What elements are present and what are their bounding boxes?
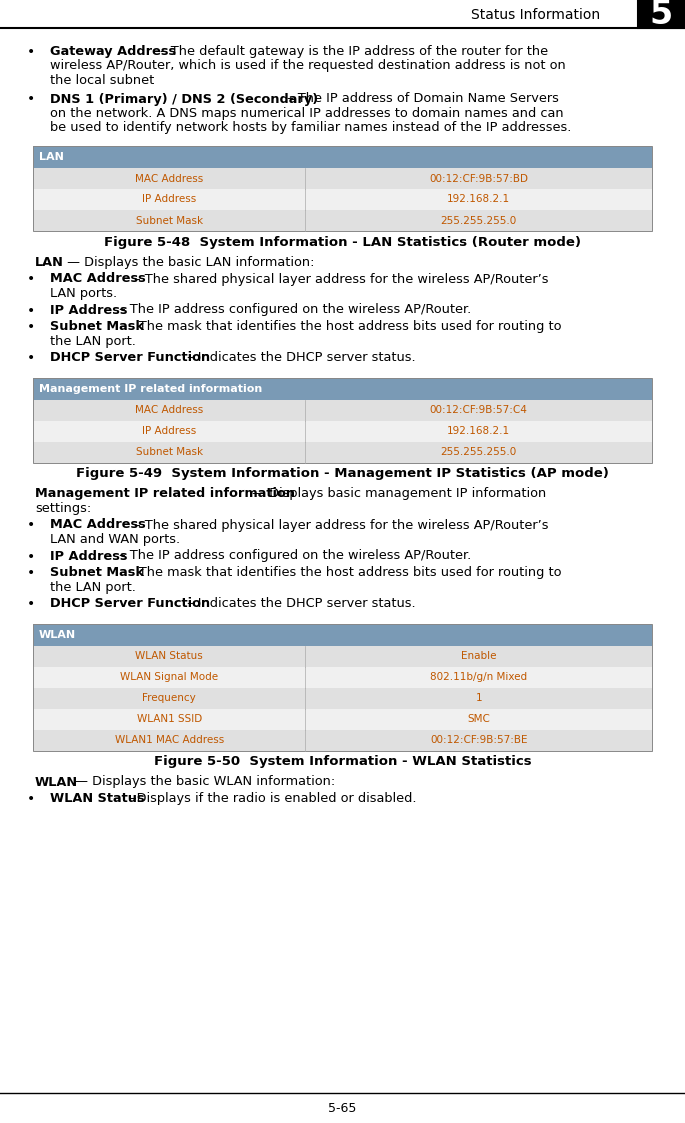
Text: •: • [27,566,35,579]
Text: 00:12:CF:9B:57:BD: 00:12:CF:9B:57:BD [429,173,528,183]
Text: the LAN port.: the LAN port. [50,335,136,347]
Text: settings:: settings: [35,502,91,515]
Bar [33,377,652,400]
Text: 192.168.2.1: 192.168.2.1 [447,426,510,436]
Bar [638,0,685,28]
Bar [33,666,652,687]
Text: the LAN port.: the LAN port. [50,581,136,593]
Text: Figure 5-50  System Information - WLAN Statistics: Figure 5-50 System Information - WLAN St… [153,756,532,768]
Text: wireless AP/Router, which is used if the requested destination address is not on: wireless AP/Router, which is used if the… [50,60,566,73]
Text: – The mask that identifies the host address bits used for routing to: – The mask that identifies the host addr… [124,566,562,579]
Text: Enable: Enable [461,651,497,661]
Text: Management IP related information: Management IP related information [35,487,295,501]
Text: 255.255.255.0: 255.255.255.0 [440,447,516,457]
Text: 00:12:CF:9B:57:BE: 00:12:CF:9B:57:BE [430,734,527,745]
Bar [33,623,652,750]
Bar [33,441,652,463]
Text: WLAN: WLAN [39,630,76,639]
Text: –Displays if the radio is enabled or disabled.: –Displays if the radio is enabled or dis… [126,792,416,805]
Text: Subnet Mask: Subnet Mask [50,320,144,334]
Text: WLAN Status: WLAN Status [50,792,145,805]
Text: DNS 1 (Primary) / DNS 2 (Secondary): DNS 1 (Primary) / DNS 2 (Secondary) [50,92,318,106]
Text: Management IP related information: Management IP related information [39,383,262,393]
Text: IP Address: IP Address [50,549,127,563]
Bar [33,420,652,441]
Text: DHCP Server Function: DHCP Server Function [50,351,210,364]
Text: – Indicates the DHCP server status.: – Indicates the DHCP server status. [183,597,416,610]
Text: Gateway Address: Gateway Address [50,45,176,58]
Text: DHCP Server Function: DHCP Server Function [50,597,210,610]
Text: LAN ports.: LAN ports. [50,287,117,300]
Text: Figure 5-49  System Information - Management IP Statistics (AP mode): Figure 5-49 System Information - Managem… [76,467,609,481]
Bar [33,623,652,646]
Text: LAN: LAN [35,256,64,270]
Text: – The mask that identifies the host address bits used for routing to: – The mask that identifies the host addr… [124,320,562,334]
Text: – The shared physical layer address for the wireless AP/Router’s: – The shared physical layer address for … [130,519,549,531]
Text: •: • [27,303,35,318]
Text: •: • [27,597,35,611]
Text: Figure 5-48  System Information - LAN Statistics (Router mode): Figure 5-48 System Information - LAN Sta… [104,236,581,249]
Bar [33,687,652,709]
Text: MAC Address: MAC Address [135,173,203,183]
Bar [33,146,652,231]
Bar [33,210,652,231]
Text: – The IP address configured on the wireless AP/Router.: – The IP address configured on the wirel… [115,549,471,563]
Text: Status Information: Status Information [471,8,600,22]
Bar [33,709,652,730]
Text: •: • [27,519,35,532]
Text: SMC: SMC [467,714,490,724]
Text: IP Address: IP Address [142,426,197,436]
Text: Subnet Mask: Subnet Mask [136,216,203,226]
Text: Subnet Mask: Subnet Mask [50,566,144,579]
Text: Frequency: Frequency [142,693,196,703]
Text: IP Address: IP Address [50,303,127,317]
Text: on the network. A DNS maps numerical IP addresses to domain names and can: on the network. A DNS maps numerical IP … [50,107,564,120]
Text: MAC Address: MAC Address [135,405,203,416]
Text: •: • [27,45,35,60]
Text: 802.11b/g/n Mixed: 802.11b/g/n Mixed [430,672,527,682]
Text: the local subnet: the local subnet [50,74,154,86]
Text: WLAN Status: WLAN Status [136,651,203,661]
Bar [33,646,652,666]
Text: •: • [27,792,35,806]
Text: MAC Address: MAC Address [50,273,146,285]
Text: •: • [27,273,35,286]
Bar [33,146,652,168]
Text: – Indicates the DHCP server status.: – Indicates the DHCP server status. [183,351,416,364]
Text: MAC Address: MAC Address [50,519,146,531]
Text: 00:12:CF:9B:57:C4: 00:12:CF:9B:57:C4 [429,405,527,416]
Bar [33,168,652,189]
Text: •: • [27,549,35,564]
Text: Subnet Mask: Subnet Mask [136,447,203,457]
Text: 5-65: 5-65 [328,1102,357,1114]
Text: 5: 5 [649,0,673,30]
Text: 255.255.255.0: 255.255.255.0 [440,216,516,226]
Text: IP Address: IP Address [142,194,197,204]
Bar [33,189,652,210]
Text: WLAN Signal Mode: WLAN Signal Mode [120,672,219,682]
Text: LAN: LAN [39,152,64,162]
Text: 192.168.2.1: 192.168.2.1 [447,194,510,204]
Bar [33,400,652,420]
Bar [33,377,652,463]
Text: – The IP address of Domain Name Servers: – The IP address of Domain Name Servers [283,92,559,106]
Text: 1: 1 [475,693,482,703]
Text: WLAN: WLAN [35,776,78,788]
Text: — Displays basic management IP information: — Displays basic management IP informati… [248,487,546,501]
Text: WLAN1 MAC Address: WLAN1 MAC Address [114,734,224,745]
Text: •: • [27,320,35,334]
Text: LAN and WAN ports.: LAN and WAN ports. [50,533,180,546]
Text: — Displays the basic WLAN information:: — Displays the basic WLAN information: [71,776,335,788]
Text: be used to identify network hosts by familiar names instead of the IP addresses.: be used to identify network hosts by fam… [50,121,571,135]
Text: – The IP address configured on the wireless AP/Router.: – The IP address configured on the wirel… [115,303,471,317]
Text: WLAN1 SSID: WLAN1 SSID [136,714,202,724]
Bar [33,730,652,750]
Text: — Displays the basic LAN information:: — Displays the basic LAN information: [63,256,314,270]
Text: •: • [27,351,35,365]
Text: – The shared physical layer address for the wireless AP/Router’s: – The shared physical layer address for … [130,273,549,285]
Text: •: • [27,92,35,107]
Text: – The default gateway is the IP address of the router for the: – The default gateway is the IP address … [156,45,548,58]
